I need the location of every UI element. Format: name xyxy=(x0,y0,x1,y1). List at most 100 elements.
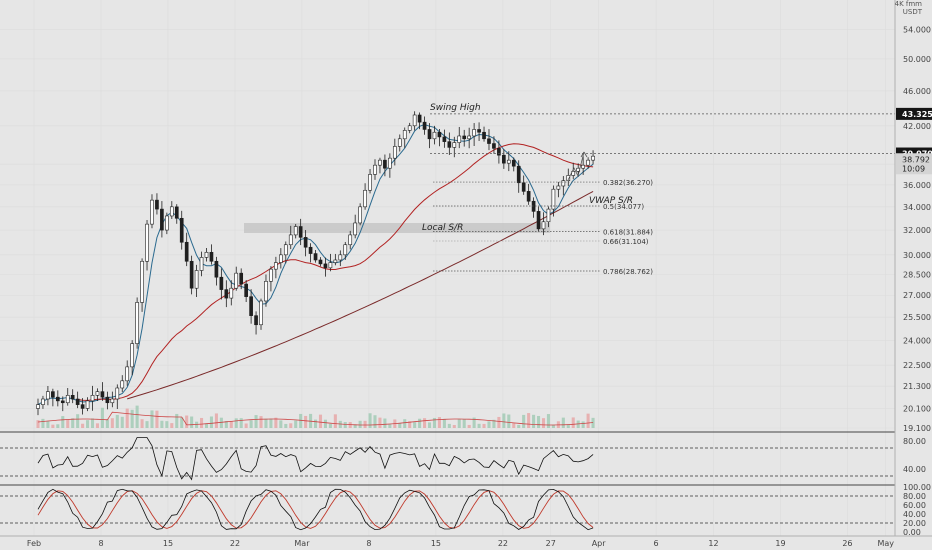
volume-bar xyxy=(110,418,114,428)
candle-body xyxy=(239,272,244,285)
volume-bar xyxy=(269,418,273,428)
volume-bar xyxy=(363,420,367,428)
candle-body xyxy=(125,366,130,382)
y-tick-label: 42.000 xyxy=(903,122,931,131)
rsi-pane: 80.00 40.00 xyxy=(0,431,926,481)
candle-body xyxy=(140,260,144,303)
volume-bar xyxy=(165,421,169,428)
time-axis[interactable]: Feb 8 15 22 Mar 8 15 22 27 Apr 6 12 19 26 May xyxy=(0,535,932,548)
stoch-tick-label: 60.00 xyxy=(903,501,926,510)
candle-body xyxy=(65,394,70,404)
x-tick-label: 8 xyxy=(98,539,103,548)
volume-bar xyxy=(571,417,575,428)
candle-body xyxy=(373,164,377,175)
y-tick-label: 34.000 xyxy=(903,203,931,212)
x-tick-label: 15 xyxy=(431,539,441,548)
volume-bar xyxy=(105,419,109,428)
volume-bar xyxy=(378,417,382,428)
volume-bar xyxy=(145,421,149,428)
candle-body xyxy=(402,130,407,140)
candle-body xyxy=(41,398,45,405)
candle-body xyxy=(551,188,556,210)
x-tick-label: 27 xyxy=(546,539,556,548)
volume-bar xyxy=(502,413,506,428)
volume-bar xyxy=(566,424,570,428)
x-tick-label: 6 xyxy=(654,539,659,548)
candle-body xyxy=(591,155,595,161)
candle-body xyxy=(75,398,80,405)
candle-body xyxy=(427,129,432,140)
volume-bar xyxy=(180,417,184,428)
candle-body xyxy=(169,206,174,217)
candle-body xyxy=(457,135,462,143)
candle-body xyxy=(338,254,343,261)
volume-bar xyxy=(66,419,70,428)
candle-body xyxy=(36,404,40,409)
projection-arrowhead xyxy=(580,151,588,158)
candle-body xyxy=(417,114,422,123)
y-tick-label: 50.000 xyxy=(903,55,931,64)
volume-bar xyxy=(304,415,308,428)
candle-body xyxy=(189,260,194,289)
volume-bar xyxy=(442,419,446,428)
candle-body xyxy=(541,221,546,230)
volume-bar xyxy=(234,418,238,428)
candle-body xyxy=(521,182,526,192)
volume-bar xyxy=(512,422,516,428)
candle-body xyxy=(214,260,219,278)
volume-bar xyxy=(462,419,466,428)
candle-body xyxy=(477,129,481,133)
volume-ma-line xyxy=(37,411,594,426)
candle-body xyxy=(115,387,120,400)
annotations: Swing High Local S/R VWAP S/R xyxy=(422,103,633,233)
candle-body xyxy=(174,206,179,219)
volume-bar xyxy=(95,423,100,428)
candle-body xyxy=(85,400,90,409)
volume-bar xyxy=(185,415,189,428)
candle-body xyxy=(546,208,551,223)
price-tag-text: 38.792 xyxy=(902,155,930,164)
volume-bar xyxy=(219,417,223,428)
volume-bar xyxy=(289,423,293,428)
annotation-text: VWAP S/R xyxy=(589,196,633,206)
stoch-tick-label: 40.00 xyxy=(903,510,926,519)
x-tick-label: Feb xyxy=(27,539,41,548)
volume-bar xyxy=(522,414,526,428)
candle-body xyxy=(165,215,169,231)
candle-body xyxy=(526,191,531,202)
volume-bar xyxy=(323,419,327,428)
candle-body xyxy=(55,396,60,402)
volume-bar xyxy=(408,421,412,428)
volume-bar xyxy=(432,417,437,428)
candle-body xyxy=(150,199,154,225)
candle-body xyxy=(442,136,447,142)
candle-body xyxy=(160,208,164,231)
volume-bar xyxy=(46,421,50,428)
volume-bar xyxy=(447,423,451,428)
volume-bar xyxy=(120,416,124,428)
volume-bar xyxy=(86,420,90,428)
annotation-text: Local S/R xyxy=(422,223,463,233)
x-tick-label: Mar xyxy=(294,539,310,548)
candle-body xyxy=(388,157,392,169)
volume-bar xyxy=(452,424,456,428)
candle-body xyxy=(194,270,199,289)
candle-body xyxy=(303,237,308,248)
fib-label: 0.5(34.077) xyxy=(603,203,644,211)
candle-body xyxy=(249,296,253,316)
fib-label: 0.66(31.104) xyxy=(603,238,649,246)
grid xyxy=(0,0,895,536)
candle-body xyxy=(145,223,149,262)
volume-bar xyxy=(175,413,179,428)
axis-header-1: 4K fmm xyxy=(895,0,923,8)
stoch-k-line xyxy=(37,488,594,531)
volume-bar xyxy=(130,409,134,428)
ma-long-line xyxy=(127,190,594,400)
candle-body xyxy=(229,287,234,299)
x-tick-label: 8 xyxy=(366,539,371,548)
candle-body xyxy=(447,141,452,148)
candle-body xyxy=(358,206,362,224)
volume-bar xyxy=(358,420,362,428)
